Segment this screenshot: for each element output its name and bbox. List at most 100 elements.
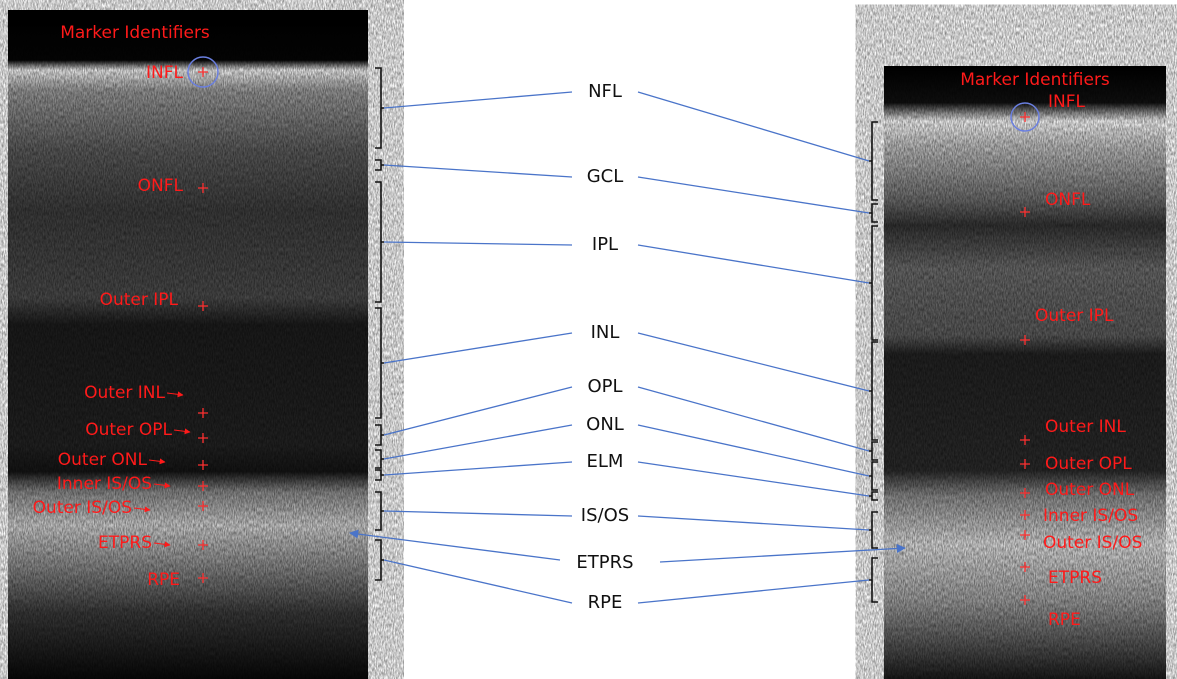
right-marker-label: RPE bbox=[1048, 610, 1081, 630]
marker-arrow bbox=[166, 391, 184, 398]
left-connector bbox=[383, 461, 573, 476]
left-bracket bbox=[375, 424, 384, 446]
right-bracket bbox=[869, 441, 878, 461]
right-title: Marker Identifiers bbox=[960, 70, 1110, 90]
left-connector bbox=[383, 386, 573, 436]
left-oct-image bbox=[8, 10, 368, 679]
layer-label: IPL bbox=[592, 234, 618, 255]
left-bracket bbox=[375, 159, 384, 171]
layer-label: ETPRS bbox=[576, 552, 633, 573]
right-bracket bbox=[869, 121, 878, 201]
right-marker-label: ONFL bbox=[1045, 190, 1091, 210]
left-marker-label: ONFL bbox=[138, 176, 184, 196]
left-connector bbox=[383, 424, 573, 460]
right-bracket bbox=[869, 203, 878, 223]
left-bracket bbox=[375, 491, 384, 531]
right-connector bbox=[637, 244, 870, 284]
layer-label: RPE bbox=[588, 592, 623, 613]
right-connector bbox=[637, 515, 870, 531]
right-connector bbox=[637, 91, 870, 162]
marker-arrow bbox=[153, 541, 171, 548]
layer-label: NFL bbox=[588, 81, 622, 102]
marker-plus bbox=[198, 540, 208, 550]
marker-plus bbox=[198, 183, 208, 193]
left-marker-label: Outer IPL bbox=[100, 290, 179, 310]
marker-plus bbox=[1020, 562, 1030, 572]
marker-plus bbox=[1020, 335, 1030, 345]
left-connector bbox=[383, 91, 573, 109]
left-title: Marker Identifiers bbox=[60, 23, 210, 43]
layer-label: INL bbox=[591, 322, 620, 343]
right-bracket bbox=[869, 461, 878, 491]
left-marker-label: Inner IS/OS bbox=[57, 474, 152, 494]
marker-plus bbox=[198, 460, 208, 470]
left-bracket bbox=[375, 67, 384, 149]
marker-plus bbox=[198, 573, 208, 583]
right-marker-label: Inner IS/OS bbox=[1043, 506, 1138, 526]
marker-plus bbox=[198, 301, 208, 311]
right-bracket bbox=[869, 225, 878, 341]
layer-label: OPL bbox=[587, 376, 622, 397]
layer-label: IS/OS bbox=[581, 505, 629, 526]
marker-plus bbox=[1020, 530, 1030, 540]
etprs-arrow-left bbox=[349, 529, 561, 561]
left-marker-label: Outer ONL bbox=[58, 450, 148, 470]
left-bracket bbox=[375, 539, 384, 581]
marker-plus bbox=[198, 501, 208, 511]
right-bracket bbox=[869, 557, 878, 603]
marker-arrow bbox=[133, 506, 151, 513]
right-marker-label: ETPRS bbox=[1048, 568, 1102, 588]
marker-plus bbox=[198, 67, 208, 77]
etprs-arrow-right bbox=[659, 543, 906, 563]
marker-arrow bbox=[148, 458, 166, 465]
left-bracket bbox=[375, 449, 384, 469]
right-marker-label: INFL bbox=[1048, 92, 1086, 112]
left-marker-label: Outer IS/OS bbox=[33, 498, 132, 518]
marker-plus bbox=[1020, 459, 1030, 469]
marker-plus bbox=[198, 433, 208, 443]
marker-plus bbox=[1020, 435, 1030, 445]
right-bracket bbox=[869, 511, 878, 549]
left-connector bbox=[383, 241, 573, 246]
right-connector bbox=[637, 461, 870, 497]
marker-plus bbox=[1020, 112, 1030, 122]
right-connector bbox=[637, 424, 870, 477]
left-marker-label: Outer INL bbox=[84, 383, 165, 403]
right-bracket bbox=[869, 341, 878, 441]
right-connector bbox=[637, 386, 870, 452]
right-marker-label: Outer IPL bbox=[1035, 306, 1114, 326]
annotations: INFL ONFL Outer IPL Outer INL Outer OPL Outer… bbox=[33, 63, 1143, 630]
marker-plus bbox=[198, 408, 208, 418]
right-marker-label: Outer OPL bbox=[1045, 454, 1132, 474]
marker-arrow bbox=[173, 428, 191, 435]
marker-plus bbox=[1020, 488, 1030, 498]
left-connector bbox=[383, 164, 573, 178]
right-bracket bbox=[869, 491, 878, 501]
marker-plus bbox=[1020, 595, 1030, 605]
layer-label: GCL bbox=[587, 166, 624, 187]
right-connector bbox=[637, 332, 870, 392]
layer-label: ELM bbox=[587, 451, 624, 472]
marker-arrow bbox=[153, 482, 171, 489]
left-marker-label: ETPRS bbox=[98, 533, 152, 553]
left-bracket bbox=[375, 307, 384, 419]
left-marker-label: Outer OPL bbox=[85, 420, 172, 440]
marker-plus bbox=[1020, 510, 1030, 520]
right-marker-label: Outer IS/OS bbox=[1043, 533, 1142, 553]
left-marker-label: RPE bbox=[147, 570, 180, 590]
right-connector bbox=[637, 579, 870, 604]
layer-label: ONL bbox=[586, 414, 624, 435]
left-connector bbox=[383, 559, 573, 604]
left-bracket bbox=[375, 181, 384, 303]
right-connector bbox=[637, 176, 870, 214]
right-marker-label: Outer INL bbox=[1045, 417, 1126, 437]
marker-plus bbox=[1020, 207, 1030, 217]
right-oct-image bbox=[884, 66, 1166, 679]
left-connector bbox=[383, 510, 573, 517]
left-connector bbox=[383, 332, 573, 364]
left-bracket bbox=[375, 469, 384, 481]
right-marker-label: Outer ONL bbox=[1045, 480, 1135, 500]
right-infl-circle bbox=[1010, 102, 1040, 132]
left-marker-label: INFL bbox=[146, 63, 184, 83]
